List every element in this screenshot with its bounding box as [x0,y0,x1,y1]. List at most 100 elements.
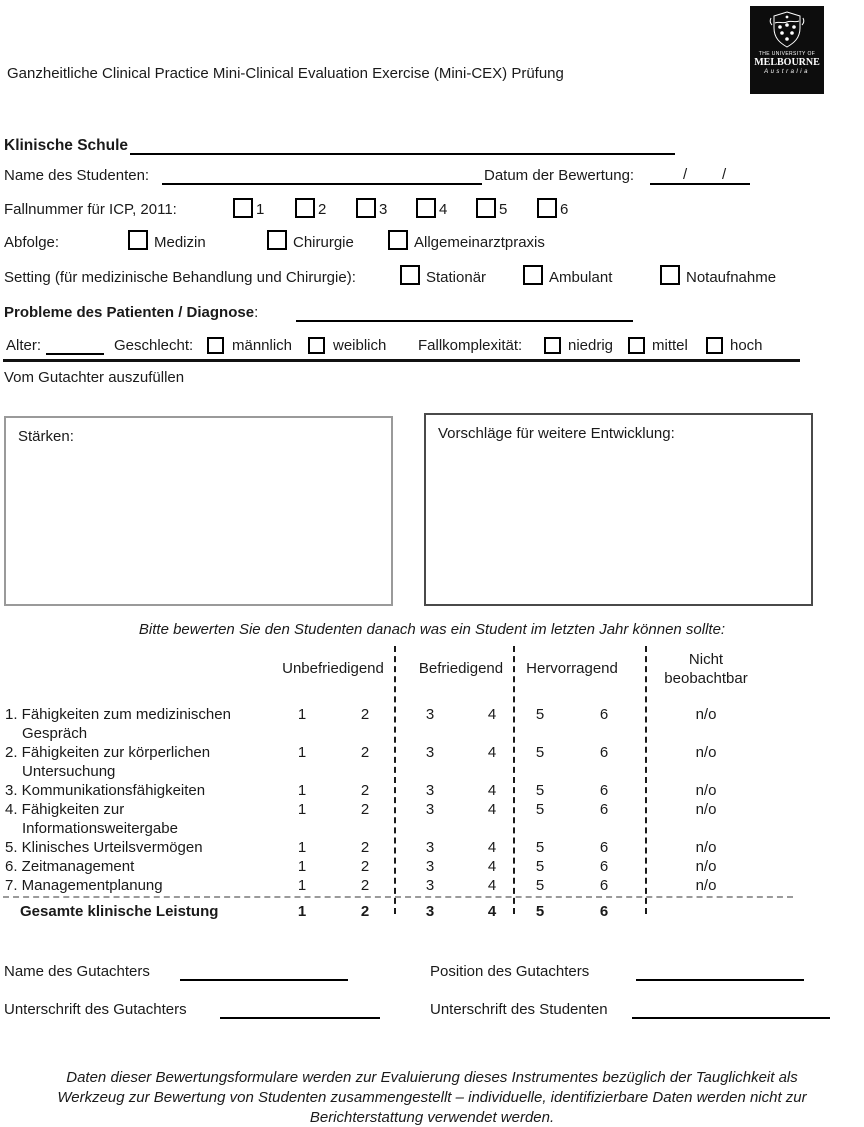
checkbox-fallnummer-4[interactable] [416,198,436,218]
rating-row-label: 4. Fähigkeiten zur [5,801,125,818]
logo-text-melbourne: MELBOURNE [754,57,820,68]
checkbox-setting-notaufnahme[interactable] [660,265,680,285]
rating-score[interactable]: 6 [599,782,609,799]
patient-problems-blank[interactable] [296,303,633,322]
rating-score[interactable]: 2 [360,744,370,761]
assessor-name-blank[interactable] [180,962,348,981]
rating-score[interactable]: 3 [425,877,435,894]
rating-score[interactable]: 5 [535,877,545,894]
rating-score[interactable]: 3 [425,782,435,799]
suggestions-label: Vorschläge für weitere Entwicklung: [438,425,675,442]
rating-score[interactable]: 1 [297,782,307,799]
rating-score[interactable]: 6 [599,706,609,723]
checkbox-fallnummer-6[interactable] [537,198,557,218]
rating-score[interactable]: 2 [360,858,370,875]
checkbox-complexity-niedrig[interactable] [544,337,561,354]
checkbox-setting-ambulant[interactable] [523,265,543,285]
rating-score[interactable]: 5 [535,858,545,875]
rating-score-total[interactable]: 5 [535,903,545,920]
strengths-textbox[interactable]: Stärken: [4,416,393,606]
student-signature-blank[interactable] [632,1000,830,1019]
checkbox-complexity-mittel[interactable] [628,337,645,354]
rating-score[interactable]: 3 [425,801,435,818]
rating-score[interactable]: 5 [535,839,545,856]
rating-score[interactable]: 4 [487,877,497,894]
rating-score[interactable]: 4 [487,706,497,723]
rating-score[interactable]: 1 [297,801,307,818]
rating-score[interactable]: 6 [599,858,609,875]
rating-score[interactable]: 4 [487,782,497,799]
checkbox-abfolge-allgemeinarztpraxis[interactable] [388,230,408,250]
rating-score[interactable]: 3 [425,839,435,856]
rating-not-observed[interactable]: n/o [695,839,717,856]
rating-score-total[interactable]: 4 [487,903,497,920]
student-name-label: Name des Studenten: [4,167,150,184]
assessor-position-label: Position des Gutachters [430,963,590,980]
rating-score[interactable]: 2 [360,877,370,894]
patient-problems-label: Probleme des Patienten / Diagnose [4,304,255,321]
rating-score[interactable]: 1 [297,877,307,894]
fallnummer-option-label: 4 [439,201,448,218]
checkbox-abfolge-medizin[interactable] [128,230,148,250]
rating-score[interactable]: 6 [599,877,609,894]
rating-not-observed[interactable]: n/o [695,744,717,761]
checkbox-fallnummer-3[interactable] [356,198,376,218]
fallnummer-option-label: 3 [379,201,388,218]
clinical-school-blank[interactable] [130,136,675,155]
rating-score-total[interactable]: 1 [297,903,307,920]
rating-score[interactable]: 1 [297,744,307,761]
evaluation-date-blank[interactable]: / / [650,166,750,185]
rating-score[interactable]: 3 [425,744,435,761]
checkbox-abfolge-chirurgie[interactable] [267,230,287,250]
rating-score[interactable]: 2 [360,839,370,856]
checkbox-complexity-hoch[interactable] [706,337,723,354]
rating-score[interactable]: 6 [599,801,609,818]
sequence-label: Abfolge: [4,234,60,251]
rating-score-total[interactable]: 2 [360,903,370,920]
column-header-not-observed: beobachtbar [664,670,748,687]
rating-not-observed[interactable]: n/o [695,801,717,818]
assessor-position-blank[interactable] [636,962,804,981]
checkbox-gender-maennlich[interactable] [207,337,224,354]
fallnummer-option-label: 2 [318,201,327,218]
melbourne-logo: THE UNIVERSITY OF MELBOURNE Australia [750,6,824,94]
rating-not-observed[interactable]: n/o [695,706,717,723]
rating-score[interactable]: 1 [297,858,307,875]
rating-not-observed[interactable]: n/o [695,858,717,875]
rating-score[interactable]: 4 [487,858,497,875]
table-divider-dashed [645,646,647,914]
rating-score[interactable]: 4 [487,744,497,761]
rating-score-total[interactable]: 3 [425,903,435,920]
student-name-blank[interactable] [162,166,482,185]
rating-score[interactable]: 5 [535,744,545,761]
checkbox-fallnummer-1[interactable] [233,198,253,218]
rating-score[interactable]: 6 [599,744,609,761]
age-blank[interactable] [46,336,104,355]
assessor-signature-blank[interactable] [220,1000,380,1019]
rating-not-observed[interactable]: n/o [695,782,717,799]
rating-score[interactable]: 1 [297,706,307,723]
rating-score[interactable]: 3 [425,858,435,875]
rating-score[interactable]: 4 [487,801,497,818]
setting-option-label: Stationär [426,269,487,286]
rating-score[interactable]: 2 [360,782,370,799]
suggestions-textbox[interactable]: Vorschläge für weitere Entwicklung: [424,413,813,606]
checkbox-fallnummer-2[interactable] [295,198,315,218]
checkbox-setting-stationaer[interactable] [400,265,420,285]
gender-label: Geschlecht: [114,337,194,354]
rating-score[interactable]: 2 [360,706,370,723]
clinical-school-label: Klinische Schule [4,137,129,154]
rating-score[interactable]: 2 [360,801,370,818]
rating-score[interactable]: 1 [297,839,307,856]
rating-score[interactable]: 3 [425,706,435,723]
rating-score[interactable]: 6 [599,839,609,856]
rating-score[interactable]: 5 [535,706,545,723]
rating-row-label-wrap: Untersuchung [22,763,116,780]
rating-not-observed[interactable]: n/o [695,877,717,894]
rating-score-total[interactable]: 6 [599,903,609,920]
rating-score[interactable]: 5 [535,782,545,799]
checkbox-gender-weiblich[interactable] [308,337,325,354]
checkbox-fallnummer-5[interactable] [476,198,496,218]
rating-score[interactable]: 4 [487,839,497,856]
rating-score[interactable]: 5 [535,801,545,818]
